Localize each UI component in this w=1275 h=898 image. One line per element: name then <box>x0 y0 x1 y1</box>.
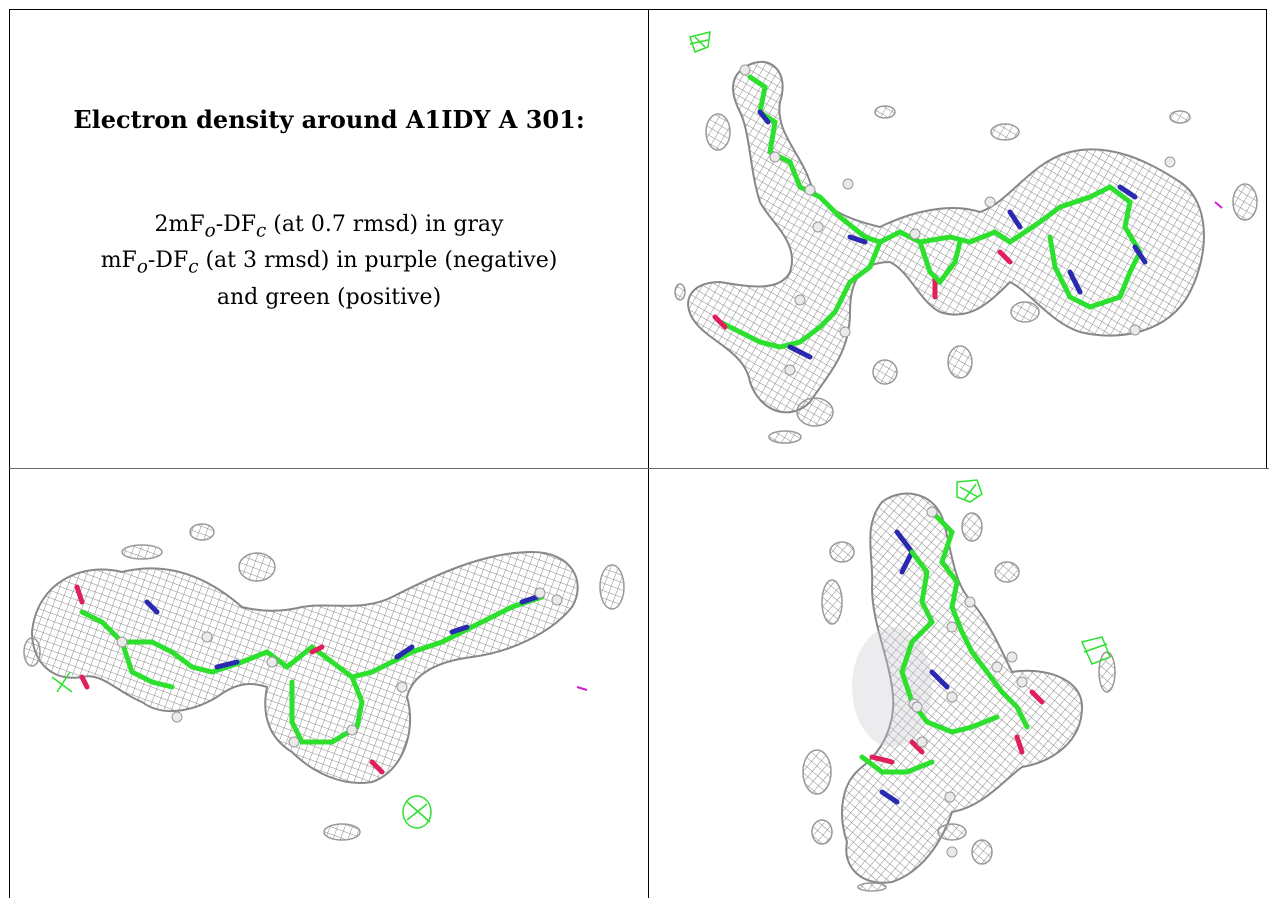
ghost-density <box>852 627 932 747</box>
grid-line-middle <box>648 9 649 898</box>
figure-title: Electron density around A1IDY A 301: <box>73 105 585 134</box>
density-view-bottom-right <box>652 472 1267 896</box>
map-legend: 2mFo-DFc (at 0.7 rmsd) in gray mFo-DFc (… <box>10 210 648 313</box>
mesh-fragments <box>802 512 1116 892</box>
legend-line-positive: and green (positive) <box>216 284 442 310</box>
grid-line-center <box>9 468 1269 469</box>
ligand-bonds <box>859 509 1045 805</box>
density-render-3 <box>802 479 1116 892</box>
hydrogen-atoms <box>739 64 1176 376</box>
grid-line-right <box>1266 9 1267 469</box>
legend-line-fo-fc: mFo-DFc (at 3 rmsd) in purple (negative) <box>100 248 558 278</box>
grid-line-left <box>9 9 10 898</box>
caption-cell: Electron density around A1IDY A 301: 2mF… <box>10 10 648 465</box>
negative-density-purple <box>1214 201 1223 209</box>
ligand-bonds <box>712 74 1148 360</box>
density-mesh-gray <box>30 550 579 784</box>
mesh-fragments <box>674 105 1258 444</box>
density-render-1 <box>674 31 1258 444</box>
positive-density-green <box>956 479 1111 665</box>
grid-line-top <box>9 9 1267 10</box>
negative-density-purple <box>576 686 588 691</box>
density-render-2 <box>23 523 625 841</box>
hydrogen-atoms <box>116 587 563 748</box>
positive-density-green <box>689 31 711 53</box>
density-view-top-right <box>650 12 1265 466</box>
positive-density-green <box>51 671 432 829</box>
ligand-bonds <box>74 584 545 775</box>
legend-line-2fo-fc: 2mFo-DFc (at 0.7 rmsd) in gray <box>154 212 504 242</box>
hydrogen-atoms <box>908 506 1028 858</box>
mesh-fragments <box>23 523 625 841</box>
density-view-bottom-left <box>12 472 645 896</box>
